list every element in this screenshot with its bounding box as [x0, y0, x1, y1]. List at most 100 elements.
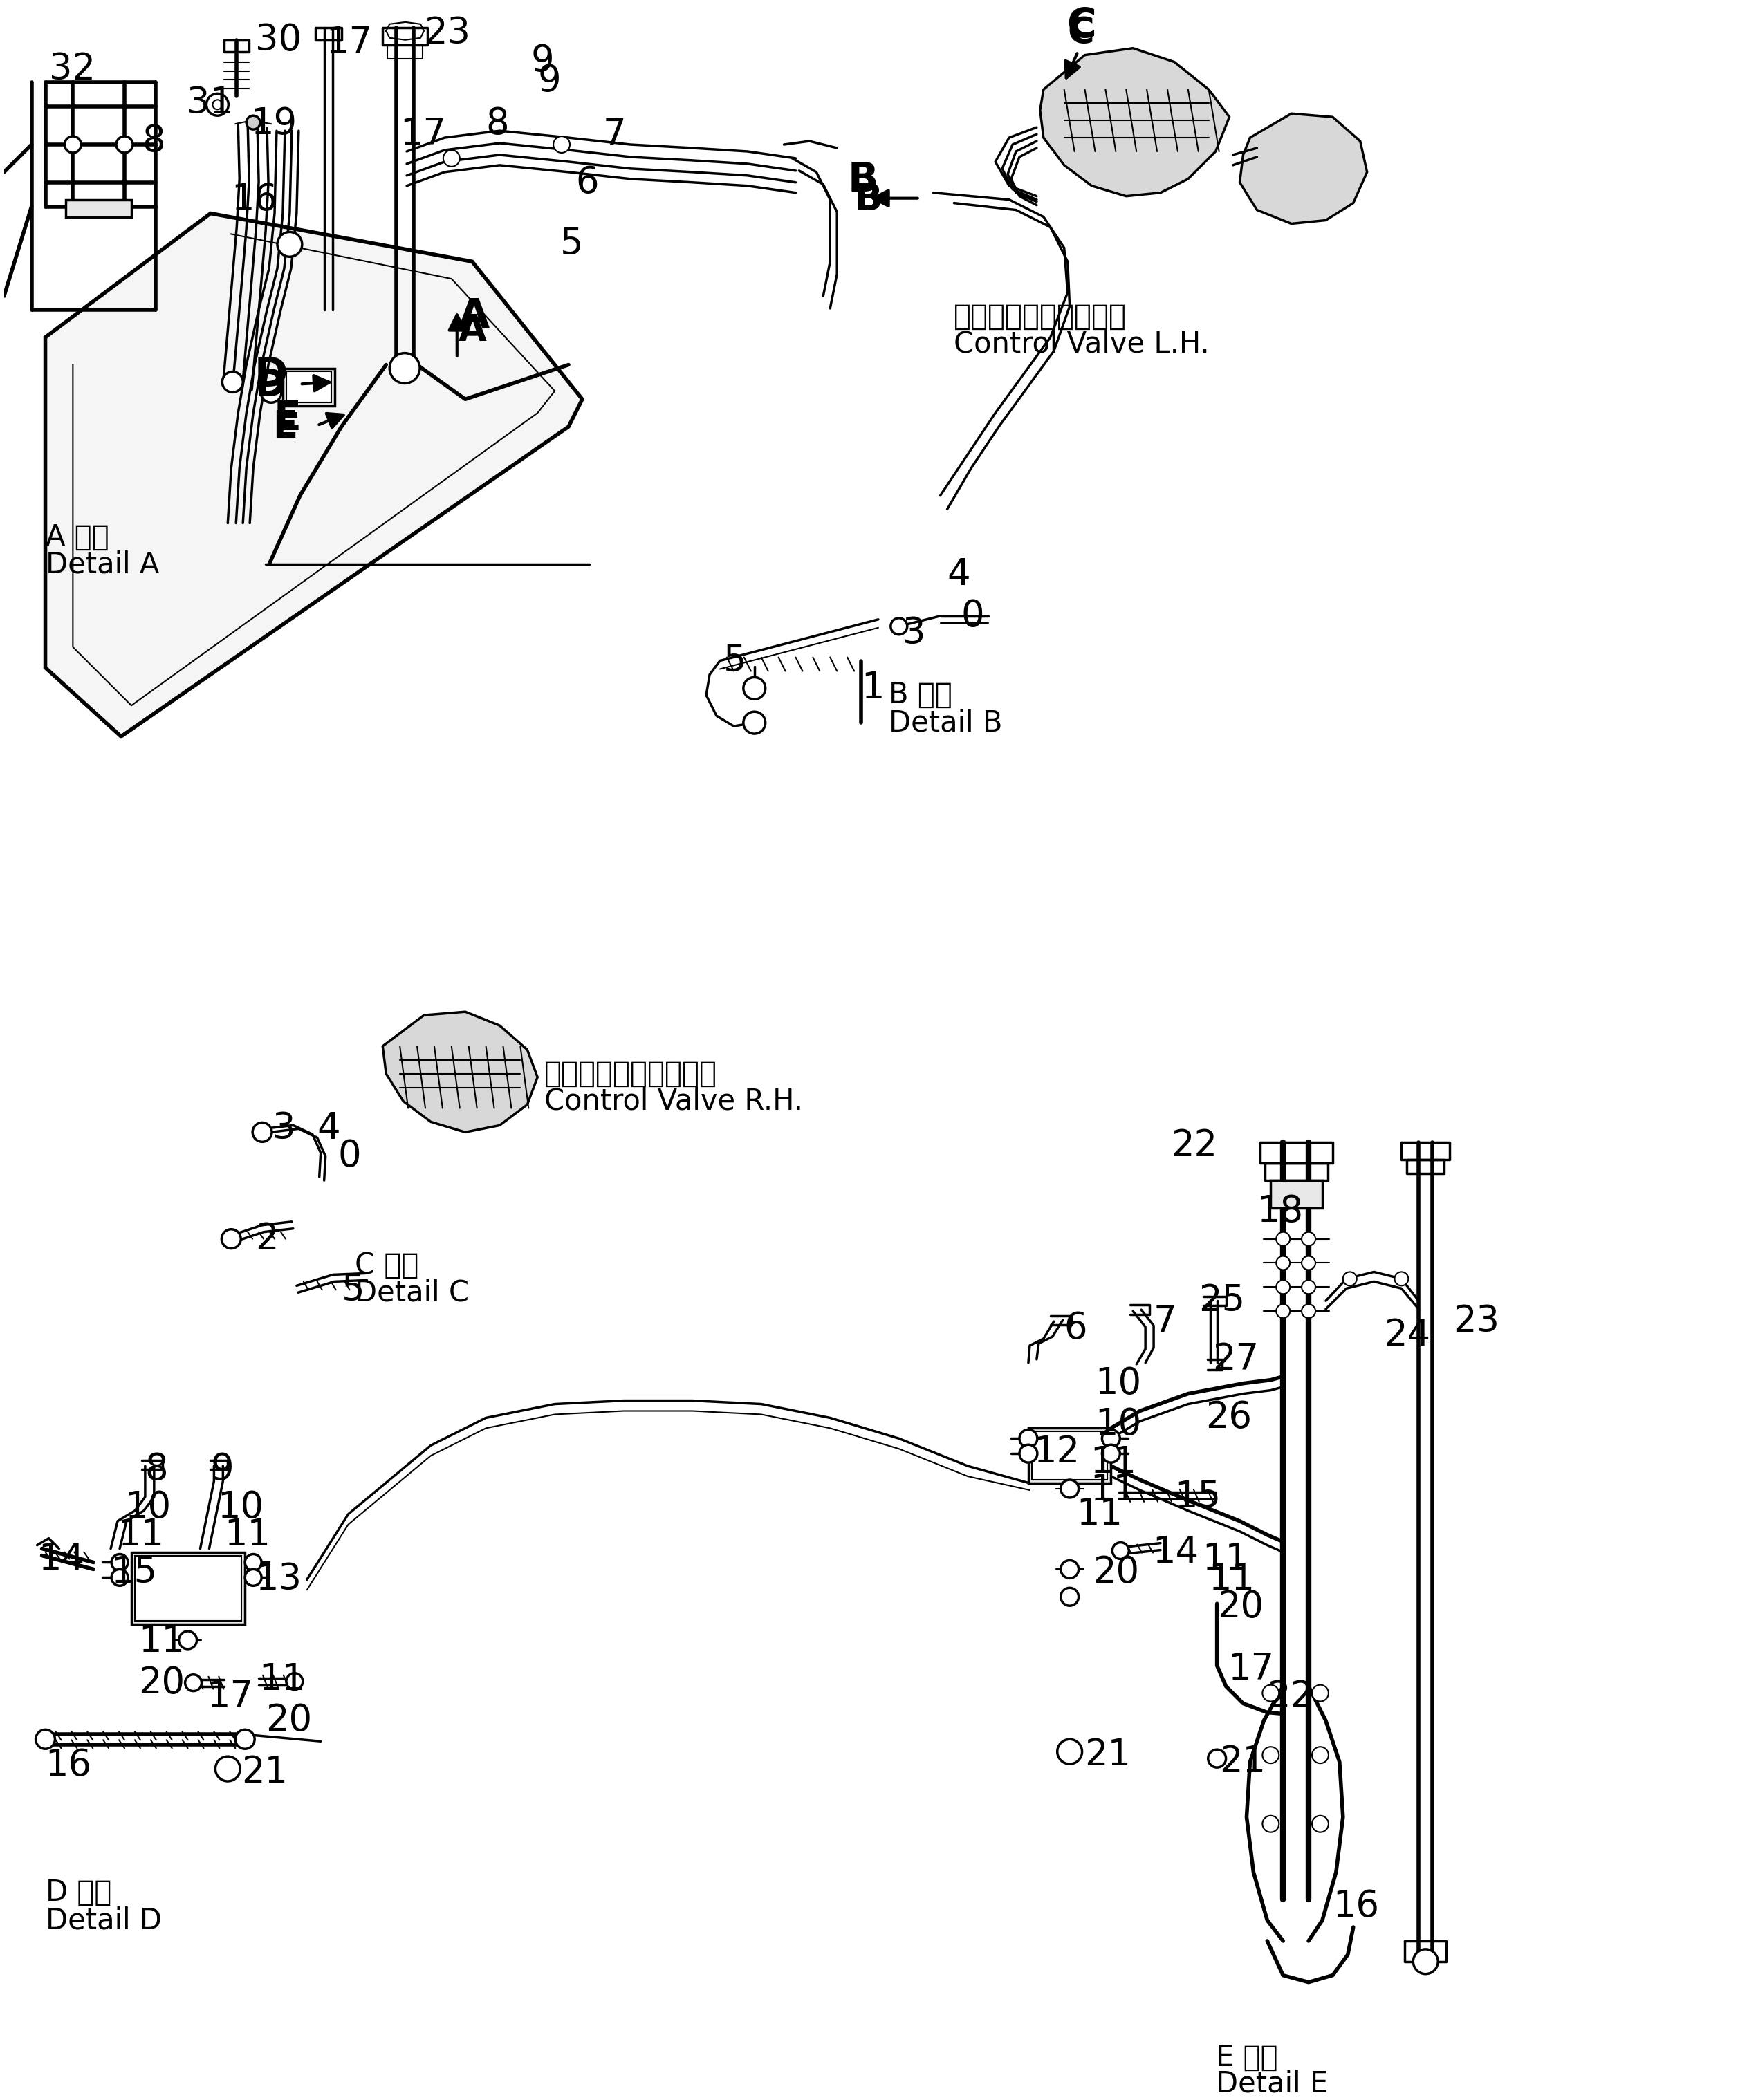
Circle shape — [1312, 1684, 1328, 1701]
Text: 18: 18 — [1257, 1193, 1304, 1228]
Text: Detail B: Detail B — [888, 708, 1003, 737]
Circle shape — [1312, 1747, 1328, 1764]
Text: 12: 12 — [1032, 1434, 1079, 1470]
Text: 9: 9 — [210, 1451, 235, 1487]
Text: 10: 10 — [217, 1489, 264, 1525]
Text: 11: 11 — [1076, 1495, 1123, 1533]
Text: 9: 9 — [537, 63, 561, 99]
Text: 24: 24 — [1383, 1317, 1430, 1352]
Text: 17: 17 — [207, 1678, 254, 1714]
Circle shape — [1060, 1588, 1079, 1607]
Circle shape — [287, 1674, 302, 1690]
Text: 0: 0 — [961, 598, 984, 634]
Text: E: E — [275, 399, 301, 439]
Text: 6: 6 — [575, 164, 598, 200]
Text: D: D — [255, 368, 285, 403]
Text: 10: 10 — [1095, 1365, 1142, 1401]
Text: 23: 23 — [1453, 1304, 1500, 1340]
Text: 7: 7 — [603, 116, 626, 151]
Bar — [1029, 1428, 1111, 1483]
Text: 3: 3 — [902, 615, 926, 651]
Text: 11: 11 — [118, 1516, 163, 1552]
Text: 5: 5 — [723, 643, 747, 678]
Text: 31: 31 — [186, 86, 233, 122]
Circle shape — [1102, 1445, 1119, 1462]
Text: A: A — [459, 296, 490, 336]
Text: 16: 16 — [1333, 1888, 1378, 1924]
Circle shape — [278, 231, 302, 256]
Text: Detail A: Detail A — [45, 550, 158, 580]
Circle shape — [1276, 1281, 1290, 1294]
Text: 16: 16 — [45, 1747, 92, 1783]
Circle shape — [207, 94, 228, 116]
Text: 11: 11 — [1203, 1541, 1248, 1577]
Circle shape — [744, 678, 765, 699]
Circle shape — [1057, 1739, 1083, 1764]
Text: 10: 10 — [125, 1489, 170, 1525]
Text: 4: 4 — [318, 1111, 341, 1147]
Text: 17: 17 — [327, 25, 372, 61]
Text: 1: 1 — [860, 670, 885, 706]
Text: 8: 8 — [146, 1451, 169, 1487]
Circle shape — [1302, 1304, 1316, 1319]
Text: 20: 20 — [266, 1703, 313, 1739]
Polygon shape — [45, 214, 582, 737]
Circle shape — [1102, 1430, 1119, 1447]
Circle shape — [1276, 1304, 1290, 1319]
Text: A: A — [459, 313, 487, 349]
Text: B: B — [853, 181, 883, 218]
Polygon shape — [1039, 48, 1229, 195]
Text: 32: 32 — [49, 50, 96, 86]
Text: 8: 8 — [487, 105, 509, 143]
Circle shape — [1312, 1816, 1328, 1831]
Text: 21: 21 — [242, 1754, 289, 1791]
Text: 20: 20 — [139, 1665, 184, 1701]
Text: A 詳細: A 詳細 — [45, 523, 109, 552]
Text: 13: 13 — [255, 1562, 302, 1598]
Text: 9: 9 — [530, 42, 554, 78]
Circle shape — [221, 1228, 242, 1250]
Text: D: D — [254, 355, 287, 395]
Circle shape — [179, 1632, 196, 1648]
Circle shape — [111, 1554, 129, 1571]
Text: 3: 3 — [273, 1111, 295, 1147]
Text: 14: 14 — [1152, 1535, 1199, 1571]
Circle shape — [1276, 1256, 1290, 1270]
Text: E: E — [273, 410, 297, 445]
Circle shape — [1394, 1273, 1408, 1285]
Text: 19: 19 — [250, 105, 297, 143]
Text: 16: 16 — [231, 181, 278, 218]
Circle shape — [212, 101, 222, 109]
Circle shape — [36, 1730, 56, 1749]
Circle shape — [389, 353, 421, 384]
Circle shape — [1020, 1430, 1038, 1447]
Text: 14: 14 — [38, 1541, 85, 1577]
Bar — [136, 1556, 242, 1621]
Circle shape — [1302, 1256, 1316, 1270]
Circle shape — [1262, 1747, 1279, 1764]
Text: 11: 11 — [139, 1623, 184, 1659]
Bar — [1032, 1432, 1107, 1480]
Text: 11: 11 — [259, 1661, 306, 1697]
Text: C: C — [1067, 15, 1095, 50]
Circle shape — [553, 136, 570, 153]
Circle shape — [1060, 1560, 1079, 1579]
Text: B: B — [848, 160, 878, 200]
Bar — [66, 200, 132, 216]
Text: 23: 23 — [424, 15, 471, 50]
Text: Detail C: Detail C — [355, 1279, 469, 1306]
Text: 17: 17 — [1229, 1651, 1274, 1686]
Polygon shape — [1239, 113, 1368, 225]
Text: 8: 8 — [143, 124, 165, 160]
Text: 30: 30 — [255, 21, 302, 59]
Text: E 詳細: E 詳細 — [1215, 2043, 1277, 2073]
Text: Control Valve L.H.: Control Valve L.H. — [954, 330, 1210, 359]
Circle shape — [1262, 1816, 1279, 1831]
Circle shape — [245, 1569, 261, 1586]
Text: 5: 5 — [560, 227, 584, 262]
Text: 11: 11 — [1090, 1472, 1137, 1508]
Circle shape — [252, 1124, 271, 1142]
Bar — [287, 372, 330, 403]
Text: 21: 21 — [1085, 1737, 1131, 1772]
Circle shape — [64, 136, 82, 153]
